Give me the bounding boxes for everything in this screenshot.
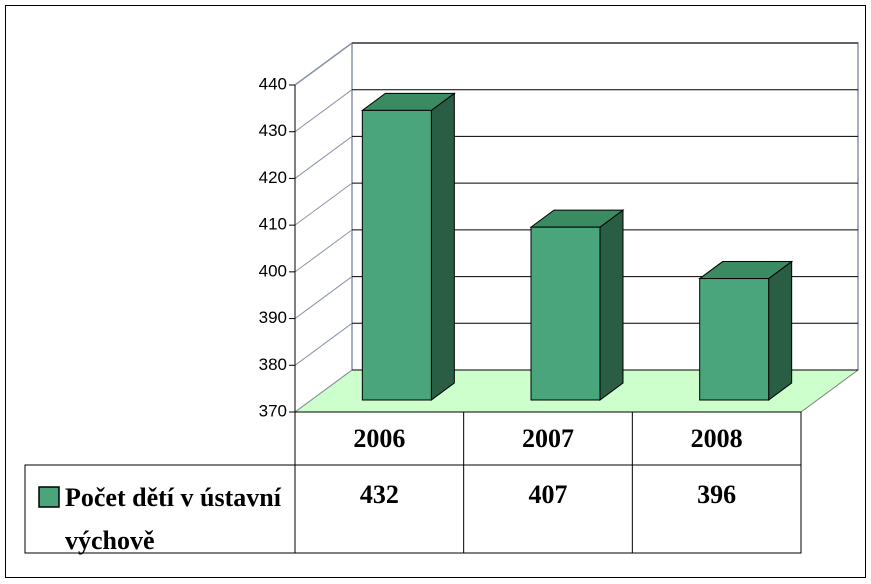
grid-line [294, 276, 353, 319]
grid-line [294, 229, 353, 273]
grid-line [294, 42, 353, 86]
y-tick-label: 390 [259, 308, 287, 327]
y-tick-label: 440 [259, 74, 287, 93]
bar [699, 278, 770, 401]
bar [530, 226, 601, 401]
data-label: 432 [360, 480, 399, 509]
x-tick-label: 2006 [353, 424, 405, 453]
legend-label: Počet dětí v ústavní výchově [65, 483, 281, 555]
x-tick-label: 2007 [522, 424, 574, 453]
grid-line [294, 369, 353, 413]
data-label: 407 [529, 480, 568, 509]
grid-line [294, 182, 353, 226]
bar [361, 109, 432, 401]
grid-line [294, 89, 353, 133]
table-data-row [24, 464, 802, 554]
y-tick-label: 420 [259, 168, 287, 187]
grid-line [294, 136, 353, 179]
bar-side [599, 209, 624, 401]
bar-side [768, 260, 793, 401]
y-tick-label: 380 [259, 355, 287, 374]
grid-line [294, 322, 353, 366]
y-tick-label: 370 [259, 401, 287, 420]
bar-side [430, 92, 455, 401]
y-tick-label: 430 [259, 121, 287, 140]
x-tick-label: 2008 [691, 424, 743, 453]
data-label: 396 [697, 480, 736, 509]
legend-swatch [38, 486, 60, 508]
y-tick-label: 400 [259, 261, 287, 280]
y-tick-label: 410 [259, 215, 287, 234]
